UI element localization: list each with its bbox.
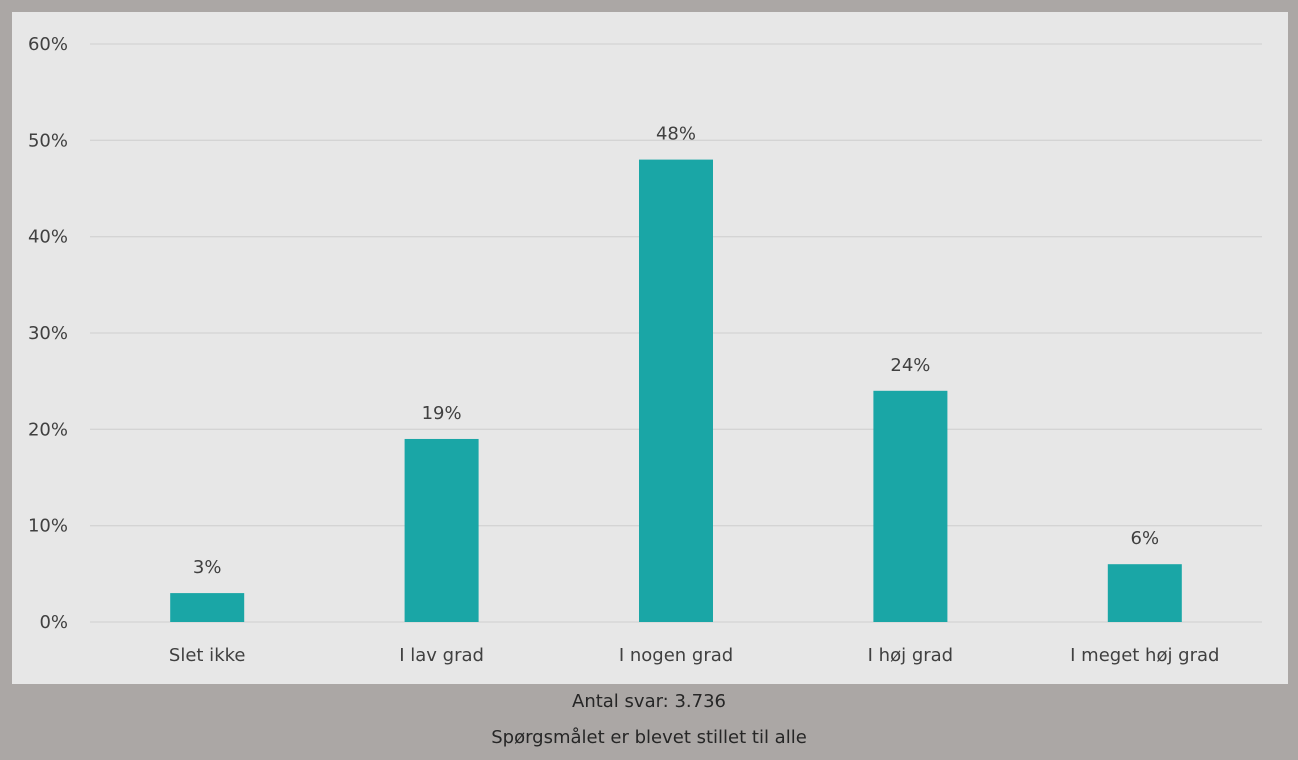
- bar: [873, 390, 948, 622]
- y-tick-label: 30%: [28, 323, 68, 344]
- x-tick-label: Slet ikke: [169, 645, 246, 666]
- data-label: 3%: [193, 557, 222, 578]
- y-tick-label: 40%: [28, 227, 68, 248]
- x-tick-label: I høj grad: [868, 645, 953, 666]
- data-label: 48%: [656, 124, 696, 145]
- y-tick-label: 50%: [28, 130, 68, 151]
- bar: [1107, 564, 1182, 622]
- x-tick-label: I nogen grad: [619, 645, 733, 666]
- bar: [639, 159, 713, 622]
- bar: [170, 593, 245, 622]
- bar-chart: 0% 10% 20% 30% 40% 50% 60% 3% Slet ikke 19% I lav …: [28, 34, 1262, 666]
- data-label: 24%: [890, 355, 930, 376]
- y-tick-label: 0%: [39, 612, 68, 633]
- chart-footer: Antal svar: 3.736 Spørgsmålet er blevet …: [0, 684, 1298, 760]
- y-tick-label: 10%: [28, 516, 68, 537]
- answer-count: Antal svar: 3.736: [572, 691, 726, 712]
- data-label: 19%: [422, 403, 462, 424]
- question-note: Spørgsmålet er blevet stillet til alle: [491, 727, 807, 748]
- chart-panel: 0% 10% 20% 30% 40% 50% 60% 3% Slet ikke 19% I lav …: [12, 12, 1288, 684]
- x-tick-label: I lav grad: [399, 645, 484, 666]
- data-label: 6%: [1131, 528, 1160, 549]
- y-tick-label: 20%: [28, 419, 68, 440]
- y-tick-label: 60%: [28, 34, 68, 55]
- x-tick-label: I meget høj grad: [1070, 645, 1219, 666]
- bar: [404, 438, 479, 622]
